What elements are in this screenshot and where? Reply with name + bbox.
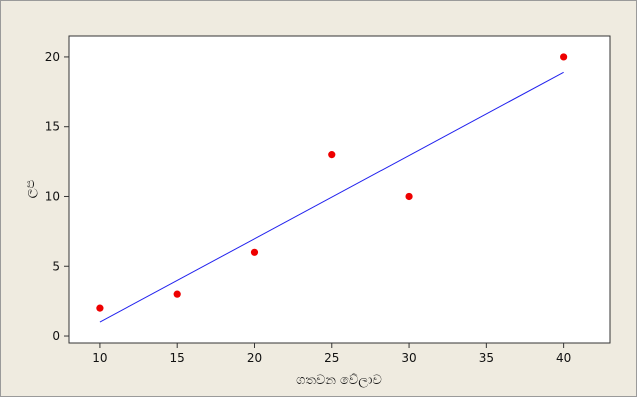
y-tick-label: 0: [52, 329, 60, 343]
y-axis-title: ලප: [23, 179, 38, 198]
x-tick-label: 10: [92, 351, 107, 365]
x-tick-label: 25: [324, 351, 339, 365]
x-axis: 10 15 20 25 30 35 40: [92, 343, 571, 365]
plot-area: [68, 35, 611, 344]
y-tick-label: 15: [45, 120, 60, 134]
y-tick-label: 10: [45, 189, 60, 203]
y-axis: 0 5 10 15 20: [45, 50, 69, 343]
y-tick-label: 5: [52, 259, 60, 273]
data-point: [250, 248, 259, 256]
x-tick-label: 40: [556, 351, 571, 365]
x-tick-label: 30: [401, 351, 416, 365]
regression-line: [99, 71, 564, 323]
x-tick-label: 35: [479, 351, 494, 365]
x-axis-title: ගතවන වේලාව: [296, 373, 382, 388]
x-tick-label: 15: [170, 351, 185, 365]
data-point: [405, 192, 413, 201]
x-tick-label: 20: [247, 351, 262, 365]
data-points: [96, 53, 568, 312]
y-tick-label: 20: [45, 50, 60, 64]
data-point: [560, 53, 568, 61]
data-point: [173, 290, 181, 298]
data-point: [328, 151, 336, 159]
data-point: [96, 304, 104, 312]
